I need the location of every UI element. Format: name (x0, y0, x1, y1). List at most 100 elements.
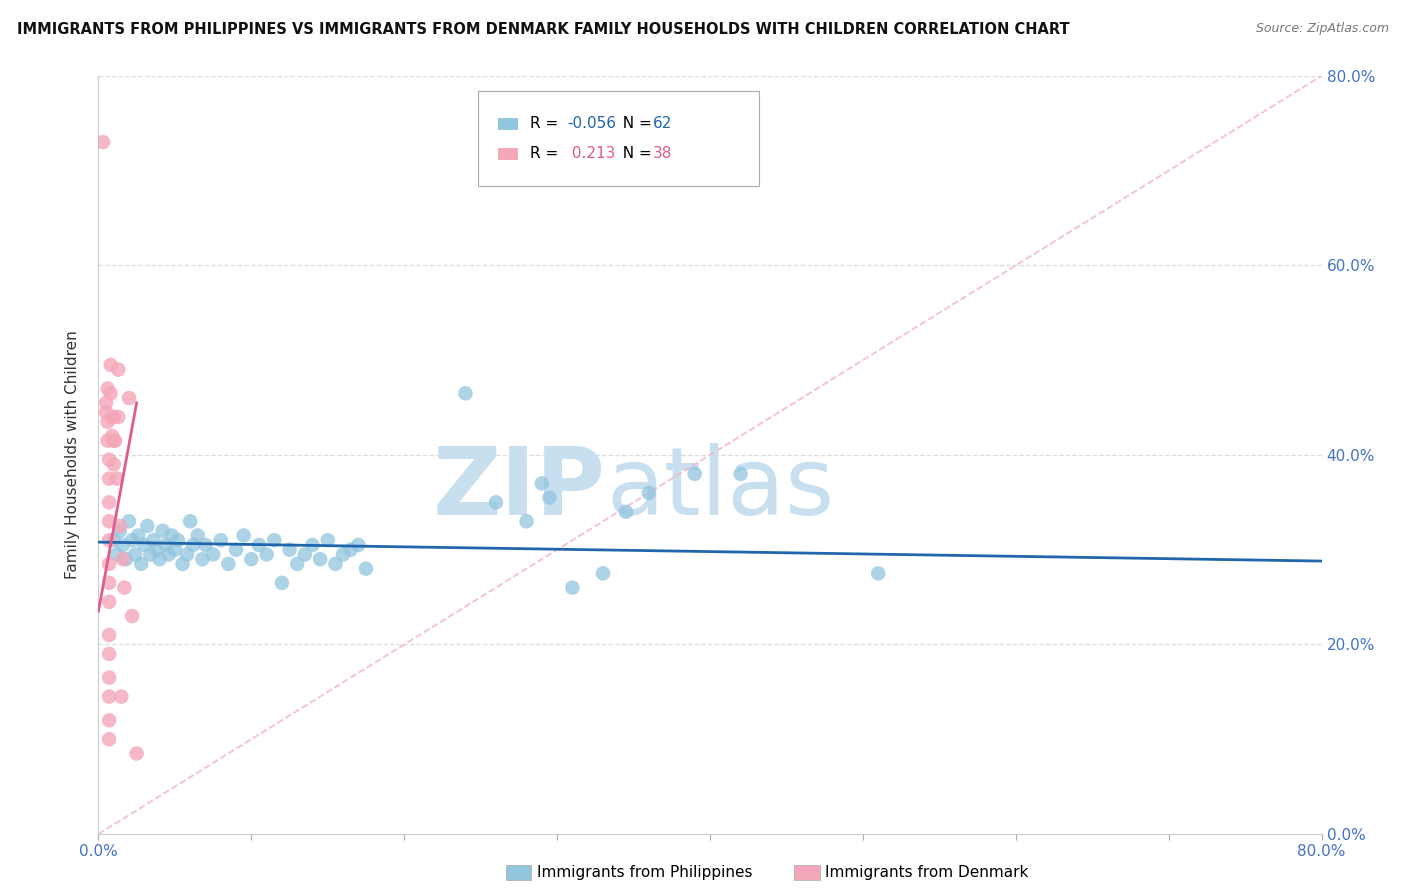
Point (108, 524, 131, 538)
Point (730, 467, 752, 481)
Point (103, 458, 125, 472)
Point (124, 548, 146, 562)
Point (121, 609, 143, 624)
Point (232, 528, 254, 542)
Point (176, 548, 198, 562)
Point (105, 548, 128, 562)
Point (94, 396, 117, 410)
Point (683, 467, 706, 481)
Text: -0.056: -0.056 (567, 116, 616, 131)
Point (112, 581, 135, 595)
Point (145, 542, 167, 557)
Text: R =: R = (530, 146, 564, 161)
Text: IMMIGRANTS FROM PHILIPPINES VS IMMIGRANTS FROM DENMARK FAMILY HOUSEHOLDS WITH CH: IMMIGRANTS FROM PHILIPPINES VS IMMIGRANT… (17, 22, 1070, 37)
Point (98, 452, 121, 467)
Point (309, 552, 332, 566)
Point (332, 548, 354, 562)
Point (98, 714, 121, 728)
Point (217, 557, 239, 571)
Point (94, 405, 117, 419)
Point (285, 557, 308, 571)
Point (98, 732, 121, 747)
Point (98, 671, 121, 685)
Point (172, 557, 194, 571)
Text: 62: 62 (652, 116, 672, 131)
Point (111, 552, 134, 566)
Text: N =: N = (613, 146, 657, 161)
Point (530, 476, 553, 491)
Point (98, 595, 121, 609)
Point (256, 548, 278, 562)
Point (225, 542, 247, 557)
Bar (498, 148, 517, 160)
Point (485, 495, 508, 509)
Point (134, 538, 156, 552)
Point (247, 538, 270, 552)
Text: N =: N = (613, 116, 657, 131)
Point (868, 566, 890, 581)
Point (240, 552, 263, 566)
Point (98, 557, 121, 571)
Point (110, 690, 132, 704)
Point (98, 514, 121, 528)
Point (100, 386, 122, 401)
Text: 38: 38 (652, 146, 672, 161)
Point (278, 542, 301, 557)
Point (301, 538, 323, 552)
Point (107, 362, 129, 376)
Point (538, 491, 561, 505)
Point (98, 495, 121, 509)
Point (121, 533, 143, 548)
Point (637, 485, 661, 500)
Point (108, 519, 131, 533)
Point (105, 472, 128, 486)
Point (155, 538, 177, 552)
Point (91, 135, 114, 149)
Point (202, 548, 225, 562)
Point (118, 514, 141, 528)
Point (354, 562, 377, 576)
Point (592, 566, 614, 581)
Point (98, 690, 121, 704)
Point (107, 409, 129, 424)
Point (118, 391, 141, 405)
Point (614, 505, 637, 519)
Point (127, 528, 149, 542)
Point (339, 542, 361, 557)
Text: R =: R = (530, 116, 564, 131)
Text: 0.213: 0.213 (567, 146, 616, 161)
Text: Immigrants from Denmark: Immigrants from Denmark (825, 865, 1029, 880)
Point (111, 538, 134, 552)
Point (98, 472, 121, 486)
Point (129, 557, 152, 571)
Text: Immigrants from Philippines: Immigrants from Philippines (537, 865, 752, 880)
Point (179, 514, 201, 528)
Point (101, 429, 124, 443)
Point (98, 628, 121, 642)
Point (97, 415, 120, 429)
Point (136, 519, 159, 533)
Point (191, 552, 214, 566)
Y-axis label: Family Households with Children: Family Households with Children (65, 331, 80, 579)
Text: atlas: atlas (606, 443, 834, 535)
Point (181, 538, 204, 552)
Point (325, 557, 347, 571)
Point (101, 409, 124, 424)
Point (194, 538, 217, 552)
Point (561, 581, 583, 595)
Point (125, 747, 148, 761)
Point (97, 382, 120, 396)
Point (149, 552, 172, 566)
Point (294, 548, 316, 562)
Point (152, 524, 174, 538)
Point (98, 575, 121, 590)
Point (209, 533, 232, 548)
Text: ZIP: ZIP (433, 443, 606, 535)
Point (263, 533, 285, 548)
Text: Source: ZipAtlas.com: Source: ZipAtlas.com (1256, 22, 1389, 36)
Point (316, 533, 339, 548)
Point (270, 575, 292, 590)
Point (104, 434, 127, 448)
Point (97, 434, 120, 448)
Point (454, 386, 477, 401)
